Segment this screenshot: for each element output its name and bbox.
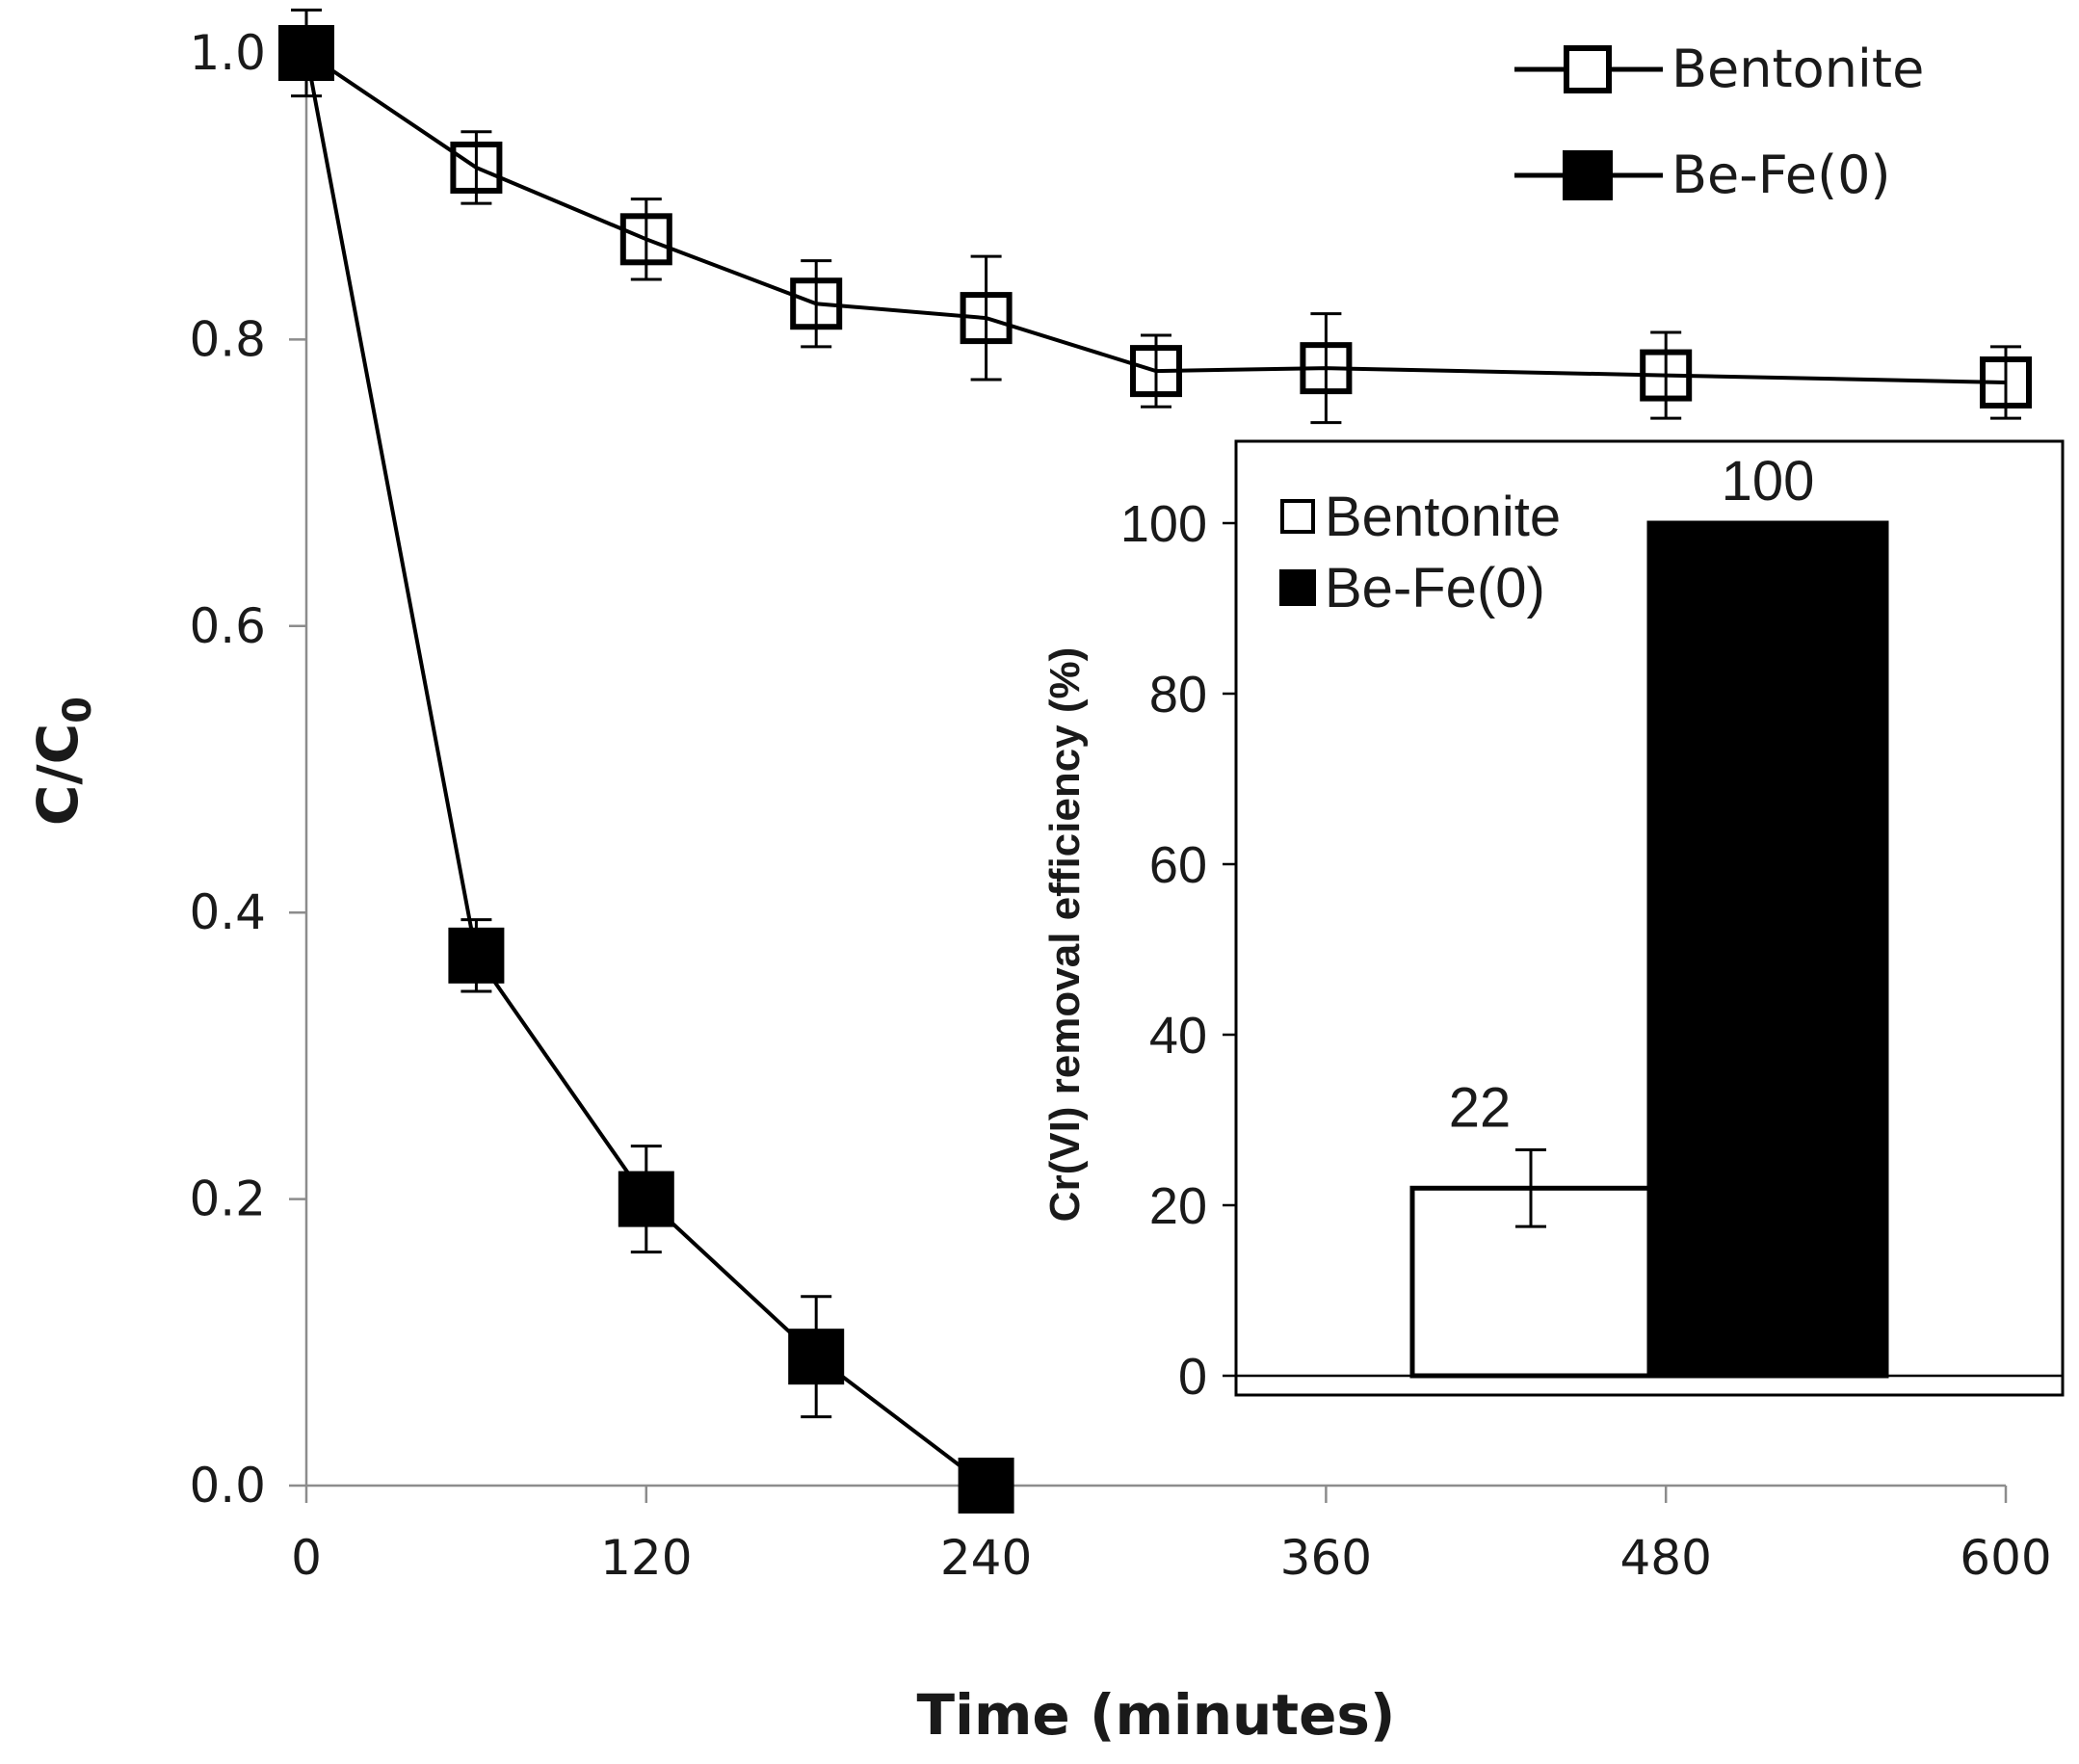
inset-y-tick-label: 100 (1120, 495, 1207, 553)
data-point-be-fe-0 (618, 1171, 674, 1227)
main-y-axis-title: C/C0 (25, 697, 100, 826)
main-x-tick-label: 480 (1619, 1530, 1711, 1586)
main-y-tick-label: 0.4 (189, 884, 266, 940)
inset-legend-label-be-fe0: Be-Fe(0) (1325, 557, 1545, 619)
inset-y-tick-label: 40 (1149, 1007, 1207, 1065)
data-point-bentonite (619, 213, 672, 266)
main-x-tick-label: 360 (1280, 1530, 1372, 1586)
main-y-tick-label: 0.6 (189, 598, 266, 654)
main-legend: Bentonite Be-Fe(0) (1514, 39, 1924, 205)
inset-ticks: 0 20 40 60 80 100 (1120, 495, 2065, 1406)
data-point-be-fe-0 (958, 1458, 1014, 1514)
main-ticks: 0.00.20.40.60.81.00 120 240 360 480 600 (189, 25, 2051, 1586)
data-point-bentonite (450, 141, 503, 194)
legend-label-be-fe0: Be-Fe(0) (1671, 145, 1891, 205)
main-plot: 0.00.20.40.60.81.00 120 240 360 480 600 Time … (25, 8, 2052, 1748)
main-x-tick-label: 120 (600, 1530, 692, 1586)
legend-open-square-icon (1564, 45, 1612, 93)
data-point-be-fe-0 (448, 927, 505, 984)
inset-legend: Bentonite Be-Fe(0) (1279, 486, 1561, 619)
legend-label-bentonite: Bentonite (1671, 39, 1924, 99)
main-x-axis-title: Time (minutes) (917, 1682, 1396, 1748)
inset-y-axis-title: Cr(VI) removal efficiency (%) (1041, 647, 1089, 1223)
legend-entry-be-fe0: Be-Fe(0) (1514, 145, 1891, 205)
inset-y-tick-label: 60 (1149, 836, 1207, 894)
main-y-tick-label: 0.8 (189, 311, 266, 367)
bar-value-label-be-fe-0: 100 (1722, 450, 1815, 513)
main-x-tick-label: 240 (940, 1530, 1032, 1586)
inset-y-tick-label: 0 (1178, 1348, 1207, 1406)
data-point-be-fe-0 (788, 1329, 845, 1385)
inset-plot: 0 20 40 60 80 100 22 100 Cr(VI) removal effici… (1041, 439, 2065, 1406)
main-y-tick-label: 0.0 (189, 1458, 266, 1514)
inset-legend-filled-square-icon (1279, 569, 1316, 606)
data-point-bentonite (1300, 342, 1353, 395)
inset-legend-label-bentonite: Bentonite (1325, 486, 1561, 548)
data-point-bentonite (790, 277, 843, 330)
main-y-tick-label: 0.2 (189, 1172, 266, 1227)
inset-y-tick-label: 20 (1149, 1177, 1207, 1235)
legend-filled-square-icon (1563, 150, 1613, 200)
main-x-tick-label: 0 (291, 1530, 322, 1586)
data-point-bentonite (1640, 349, 1693, 402)
legend-entry-bentonite: Bentonite (1514, 39, 1924, 99)
data-point-bentonite (1130, 345, 1182, 398)
main-series (278, 8, 2032, 1514)
main-y-tick-label: 1.0 (189, 25, 266, 81)
inset-y-tick-label: 80 (1149, 666, 1207, 724)
bar-be-fe-0 (1646, 520, 1889, 1379)
main-x-tick-label: 600 (1960, 1530, 2051, 1586)
inset-legend-open-square-icon (1280, 499, 1315, 534)
data-point-be-fe-0 (278, 25, 334, 81)
data-point-bentonite (1980, 356, 2032, 409)
inset-bars: 22 100 (1409, 450, 1889, 1379)
bar-value-label-bentonite: 22 (1449, 1076, 1512, 1139)
data-point-bentonite (960, 292, 1013, 345)
